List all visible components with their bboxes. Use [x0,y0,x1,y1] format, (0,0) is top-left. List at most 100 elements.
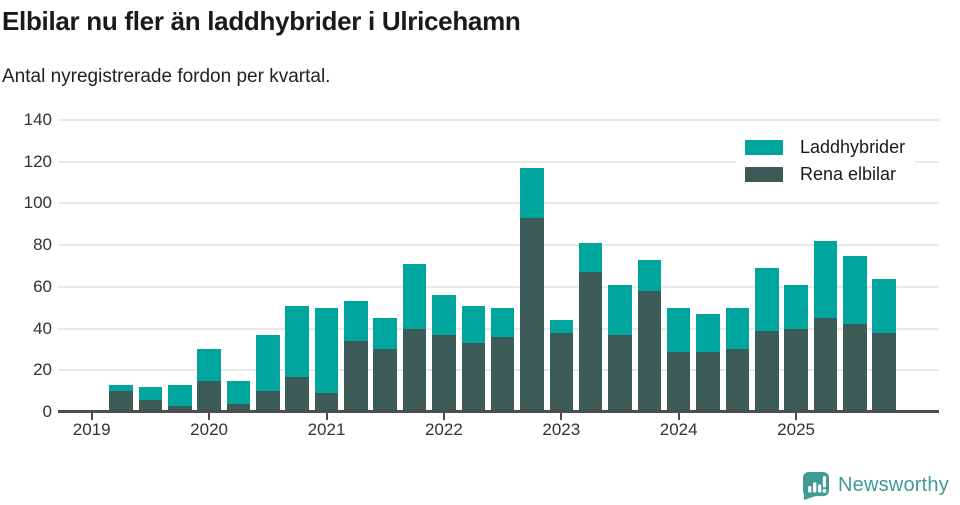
bar-segment-rena-elbilar [402,328,427,412]
newsworthy-speech-bubble-bar-chart-icon [801,471,830,500]
bar-segment-rena-elbilar [344,341,368,412]
bar-segment-laddhybrider [109,384,133,392]
bar-segment-laddhybrider [461,305,485,344]
y-tick-label-140: 140 [23,110,52,129]
legend-item-rena-elbilar: Rena elbilar [745,161,905,188]
bar-segment-rena-elbilar [109,391,133,412]
bar-segment-laddhybrider [138,387,163,400]
bar-segment-rena-elbilar [197,380,221,412]
x-axis-line [58,410,939,413]
gridline-140 [58,119,939,121]
bar-segment-rena-elbilar [461,343,485,412]
bar-2023-q4 [637,259,662,412]
bar-segment-rena-elbilar [168,405,192,412]
bar-segment-laddhybrider [578,243,603,273]
bar-segment-laddhybrider [813,241,838,319]
bar-2022-q3 [490,307,515,412]
x-tick-2023 [560,413,563,420]
bar-2025-q2 [813,241,838,412]
bar-segment-laddhybrider [637,259,662,292]
bar-2022-q2 [461,305,485,412]
bar-2024-q3 [725,307,750,412]
x-tick-2021 [325,413,328,420]
x-tick-label-2025: 2025 [777,420,816,439]
gridline-60 [58,285,939,288]
legend: Laddhybrider Rena elbilar [736,131,916,193]
newsworthy-wordmark: Newsworthy [838,474,949,496]
bar-2024-q4 [755,268,779,412]
bar-2020-q2 [226,380,251,412]
bar-2021-q3 [373,318,397,412]
bar-segment-laddhybrider [256,334,280,392]
x-tick-2019 [90,413,93,420]
x-tick-label-2020: 2020 [190,420,229,439]
bar-2020-q1 [197,349,221,412]
bar-segment-rena-elbilar [666,351,691,412]
bar-segment-laddhybrider [226,380,251,404]
bar-segment-rena-elbilar [490,336,515,412]
plot-area [58,119,939,412]
bar-segment-laddhybrider [432,295,456,335]
bar-segment-laddhybrider [549,320,574,333]
chart-title: Elbilar nu fler än laddhybrider i Ulrice… [2,6,521,36]
bar-segment-rena-elbilar [872,332,896,412]
bar-segment-laddhybrider [755,268,779,331]
bar-segment-rena-elbilar [432,334,456,412]
bar-segment-laddhybrider [344,301,368,342]
bar-segment-laddhybrider [666,307,691,352]
bar-2019-q4 [168,384,192,412]
y-tick-label-120: 120 [23,151,52,171]
x-tick-label-2022: 2022 [424,420,463,439]
bar-2024-q2 [696,313,720,412]
bar-segment-rena-elbilar [549,332,574,412]
x-tick-label-2021: 2021 [307,420,346,439]
gridline-80 [58,244,939,247]
bar-segment-laddhybrider [490,307,515,337]
bar-segment-laddhybrider [520,167,544,219]
bar-segment-rena-elbilar [285,376,309,412]
y-tick-label-20: 20 [33,360,52,380]
bar-2019-q3 [138,387,163,412]
bar-segment-laddhybrider [373,318,397,350]
bar-segment-rena-elbilar [256,391,280,412]
bar-segment-rena-elbilar [373,349,397,412]
bar-segment-laddhybrider [725,307,750,350]
legend-swatch-rena-elbilar [745,167,783,182]
bar-segment-laddhybrider [784,284,808,329]
x-tick-2025 [795,413,798,420]
bar-segment-rena-elbilar [813,318,838,412]
bar-2019-q2 [109,384,133,412]
bar-segment-laddhybrider [696,313,720,352]
y-tick-label-60: 60 [33,276,52,296]
bar-2023-q1 [549,320,574,412]
x-tick-label-2019: 2019 [72,420,111,439]
chart-subtitle: Antal nyregistrerade fordon per kvartal. [2,66,331,87]
bar-segment-rena-elbilar [784,328,808,412]
legend-swatch-laddhybrider [745,140,783,155]
bar-2020-q3 [256,334,280,412]
bar-2020-q4 [285,305,309,412]
bar-segment-rena-elbilar [138,399,163,412]
x-tick-label-2023: 2023 [542,420,581,439]
bar-segment-rena-elbilar [226,403,251,412]
gridline-100 [58,202,939,205]
bar-segment-rena-elbilar [637,291,662,412]
bar-segment-laddhybrider [872,278,896,333]
gridline-120 [58,160,939,163]
bar-segment-rena-elbilar [520,218,544,412]
bar-2025-q3 [843,255,867,412]
bar-2021-q2 [344,301,368,412]
bar-2021-q1 [314,307,339,412]
bar-2022-q1 [432,295,456,412]
legend-label: Rena elbilar [800,164,897,184]
newsworthy-logo[interactable]: Newsworthy [801,471,949,500]
x-tick-2020 [208,413,211,420]
bar-segment-rena-elbilar [696,351,720,412]
bar-2025-q1 [784,284,808,412]
bar-segment-laddhybrider [402,263,427,329]
bar-2023-q3 [608,284,632,412]
bar-segment-rena-elbilar [843,324,867,412]
bar-segment-laddhybrider [285,305,309,377]
bar-2023-q2 [578,243,603,412]
